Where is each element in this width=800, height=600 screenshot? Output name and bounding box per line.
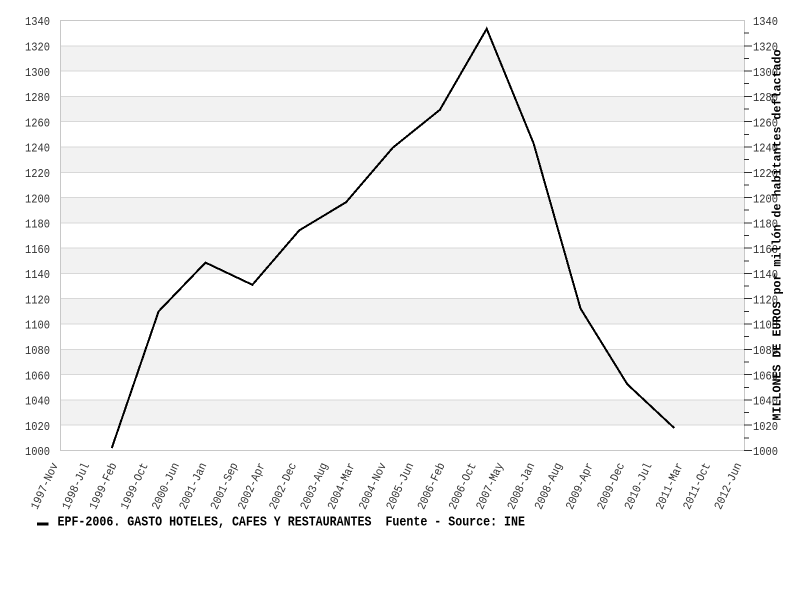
svg-text:1240: 1240 bbox=[25, 142, 50, 156]
svg-text:1000: 1000 bbox=[753, 445, 778, 459]
svg-text:1080: 1080 bbox=[753, 344, 778, 358]
svg-text:1200: 1200 bbox=[25, 192, 50, 206]
svg-text:1220: 1220 bbox=[25, 167, 50, 181]
svg-text:1320: 1320 bbox=[25, 40, 50, 54]
svg-text:1120: 1120 bbox=[25, 293, 50, 307]
svg-text:1180: 1180 bbox=[25, 218, 50, 232]
svg-text:MILLONES DE EUROS por millón d: MILLONES DE EUROS por millón de habitant… bbox=[772, 49, 785, 420]
svg-text:1060: 1060 bbox=[25, 369, 50, 383]
svg-text:1020: 1020 bbox=[25, 420, 50, 434]
svg-text:1120: 1120 bbox=[753, 293, 778, 307]
svg-text:1100: 1100 bbox=[753, 319, 778, 333]
svg-text:1160: 1160 bbox=[25, 243, 50, 257]
svg-text:1340: 1340 bbox=[25, 15, 50, 29]
svg-text:1260: 1260 bbox=[25, 116, 50, 130]
svg-text:1080: 1080 bbox=[25, 344, 50, 358]
svg-text:1060: 1060 bbox=[753, 369, 778, 383]
svg-text:1140: 1140 bbox=[753, 268, 778, 282]
svg-text:1220: 1220 bbox=[753, 167, 778, 181]
svg-text:1140: 1140 bbox=[25, 268, 50, 282]
svg-text:1020: 1020 bbox=[753, 420, 778, 434]
svg-text:1100: 1100 bbox=[25, 319, 50, 333]
svg-text:1040: 1040 bbox=[753, 395, 778, 409]
svg-text:1000: 1000 bbox=[25, 445, 50, 459]
svg-text:1200: 1200 bbox=[753, 192, 778, 206]
svg-text:1040: 1040 bbox=[25, 395, 50, 409]
svg-text:1160: 1160 bbox=[753, 243, 778, 257]
svg-text:1300: 1300 bbox=[25, 66, 50, 80]
svg-text:1320: 1320 bbox=[753, 40, 778, 54]
svg-text:1280: 1280 bbox=[753, 91, 778, 105]
svg-text:1340: 1340 bbox=[753, 15, 778, 29]
svg-text:1240: 1240 bbox=[753, 142, 778, 156]
svg-text:EPF-2006. GASTO HOTELES, CAFES: EPF-2006. GASTO HOTELES, CAFES Y RESTAUR… bbox=[58, 515, 526, 531]
svg-text:1300: 1300 bbox=[753, 66, 778, 80]
svg-text:1280: 1280 bbox=[25, 91, 50, 105]
svg-text:1260: 1260 bbox=[753, 116, 778, 130]
svg-text:1180: 1180 bbox=[753, 218, 778, 232]
